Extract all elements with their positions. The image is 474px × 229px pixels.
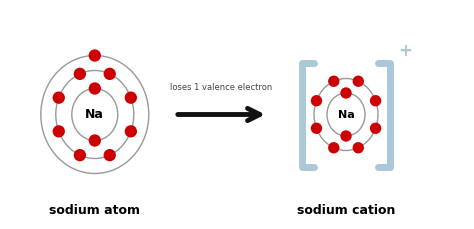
Circle shape (353, 142, 364, 153)
Circle shape (125, 92, 137, 104)
Circle shape (340, 87, 352, 99)
Circle shape (74, 68, 86, 80)
Text: +: + (398, 43, 412, 60)
Circle shape (103, 149, 116, 161)
Circle shape (370, 123, 381, 134)
Circle shape (353, 76, 364, 87)
Text: sodium cation: sodium cation (297, 204, 395, 218)
Circle shape (370, 95, 381, 106)
Circle shape (328, 76, 339, 87)
Circle shape (328, 142, 339, 153)
Circle shape (125, 125, 137, 137)
Circle shape (74, 149, 86, 161)
Text: loses 1 valence electron: loses 1 valence electron (170, 84, 273, 93)
Circle shape (311, 123, 322, 134)
Circle shape (103, 68, 116, 80)
Circle shape (331, 99, 361, 130)
Circle shape (77, 96, 113, 133)
Circle shape (53, 125, 65, 137)
Circle shape (311, 95, 322, 106)
Circle shape (53, 92, 65, 104)
Circle shape (89, 49, 101, 62)
Circle shape (340, 130, 352, 142)
Text: Na: Na (337, 109, 355, 120)
Circle shape (89, 82, 101, 95)
Text: Na: Na (85, 108, 104, 121)
Circle shape (89, 134, 101, 147)
Text: sodium atom: sodium atom (49, 204, 140, 218)
